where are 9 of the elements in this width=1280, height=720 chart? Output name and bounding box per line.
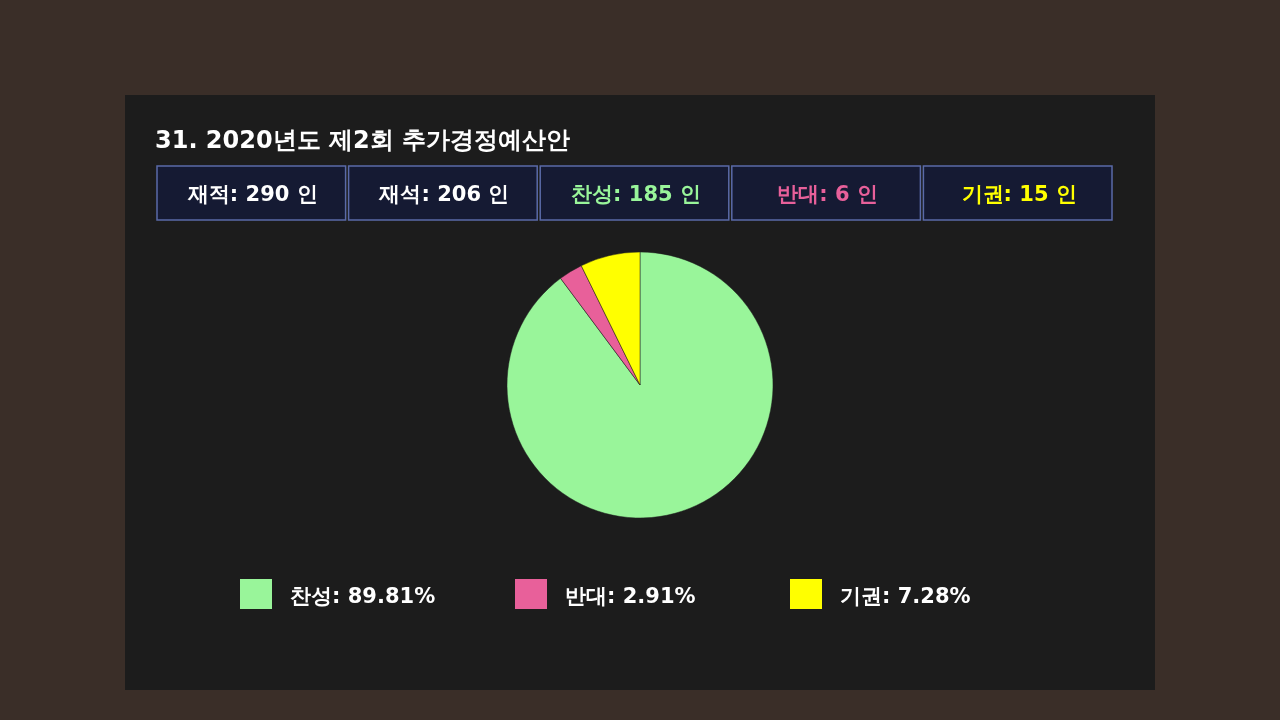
legend-label: 반대: 2.91% [565,584,696,608]
text: 찬성: 185 인 [571,182,701,206]
text: 반대: 6 인 [777,182,878,206]
text: 재석: 206 인 [378,182,510,206]
chart-title: 31. 2020년도 제2회 추가경정예산안 [155,126,571,154]
text: 기권: 15 인 [961,182,1077,206]
text: 재적: 290 인 [186,182,318,206]
legend-label: 기권: 7.28% [840,584,971,608]
legend-label: 찬성: 89.81% [290,584,436,608]
